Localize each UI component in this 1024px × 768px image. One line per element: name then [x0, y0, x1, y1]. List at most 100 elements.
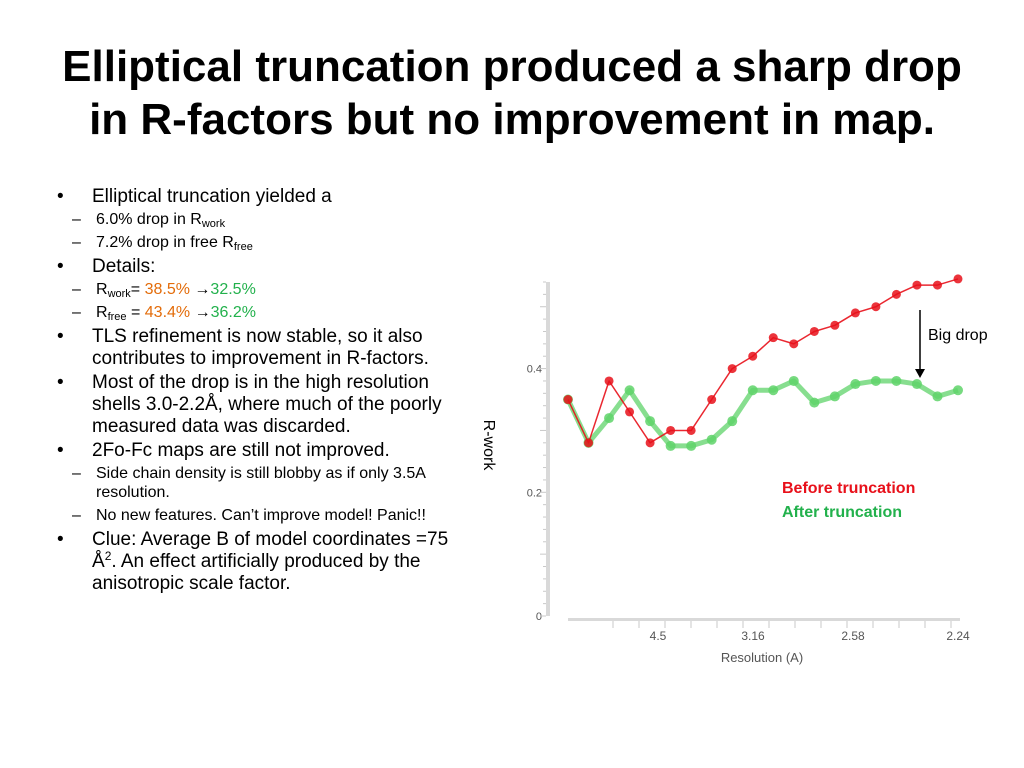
after-truncation-point: [911, 379, 922, 390]
before-truncation-point: [604, 376, 614, 386]
sub-bullet-side-chain: Side chain density is still blobby as if…: [50, 464, 470, 502]
y-tick-label: 0.2: [527, 487, 542, 499]
before-truncation-point: [912, 280, 922, 290]
before-truncation-point: [891, 289, 901, 299]
after-truncation-point: [727, 416, 738, 427]
sub-bullet-text: No new features. Can’t improve model! Pa…: [96, 507, 426, 524]
annotation-text: Big drop: [928, 327, 988, 344]
before-truncation-point: [707, 395, 717, 405]
before-truncation-point: [953, 274, 963, 284]
value-before: 38.5%: [144, 281, 190, 298]
before-truncation-point: [584, 438, 594, 448]
after-truncation-point: [829, 391, 840, 402]
before-truncation-point: [563, 395, 573, 405]
bullet-text: Details:: [92, 256, 156, 277]
arrow: →: [190, 304, 211, 321]
bullet-details: Details:: [50, 256, 470, 278]
equals-sign: =: [126, 304, 145, 321]
after-truncation-point: [809, 397, 820, 408]
subscript: free: [107, 311, 127, 323]
before-truncation-line: [567, 278, 959, 444]
x-tick-label: 3.16: [741, 629, 765, 643]
sub-bullet-rwork-values: Rwork= 38.5% →32.5%: [50, 280, 470, 300]
bullet-maps: 2Fo-Fc maps are still not improved.: [50, 440, 470, 462]
sub-bullet-list: Rwork= 38.5% →32.5% Rfree = 43.4% →36.2%: [50, 280, 470, 323]
after-truncation-point: [870, 375, 881, 386]
before-truncation-point: [830, 320, 840, 330]
after-truncation-point: [768, 385, 779, 396]
sub-bullet-no-features: No new features. Can’t improve model! Pa…: [50, 506, 470, 525]
bullet-text: TLS refinement is now stable, so it also…: [92, 326, 429, 369]
bullet-text: 2Fo-Fc maps are still not improved.: [92, 440, 390, 461]
bullet-text: Most of the drop is in the high resoluti…: [92, 372, 442, 437]
x-tick-label: 4.5: [650, 629, 667, 643]
sub-bullet-rfree-drop: 7.2% drop in free Rfree: [50, 233, 470, 253]
big-drop-annotation: Big drop: [915, 310, 988, 378]
arrow: →: [189, 281, 211, 298]
before-truncation-point: [809, 326, 819, 336]
before-truncation-point: [727, 364, 737, 374]
x-axis-label: Resolution (A): [721, 650, 803, 665]
value-after: 36.2%: [210, 304, 256, 321]
after-truncation-point: [788, 375, 799, 386]
x-tick-label: 2.24: [946, 629, 970, 643]
r-work-chart: 0 0.2 0.4 4.5 3.16 2.58 2.24 R-work Resolution…: [480, 274, 988, 665]
r-symbol: R: [96, 304, 108, 321]
before-truncation-point: [686, 425, 696, 435]
bullet-tls: TLS refinement is now stable, so it also…: [50, 326, 470, 370]
subscript: work: [107, 288, 131, 300]
after-truncation-point: [932, 391, 943, 402]
sub-bullet-rwork-drop: 6.0% drop in Rwork: [50, 210, 470, 230]
after-truncation-point: [891, 375, 902, 386]
sub-bullet-list: Side chain density is still blobby as if…: [50, 464, 470, 525]
bullet-drop-location: Most of the drop is in the high resoluti…: [50, 372, 470, 438]
before-truncation-point: [932, 280, 942, 290]
y-axis-label: R-work: [480, 420, 497, 472]
bullet-truncation-yield: Elliptical truncation yielded a: [50, 186, 470, 208]
before-truncation-point: [748, 351, 758, 361]
chart-axes: [546, 282, 960, 621]
bullet-list: Elliptical truncation yielded a 6.0% dro…: [50, 186, 470, 597]
after-truncation-point: [706, 434, 717, 445]
chart-ticks: 0 0.2 0.4 4.5 3.16 2.58 2.24: [527, 281, 970, 643]
sub-bullet-rfree-values: Rfree = 43.4% →36.2%: [50, 303, 470, 323]
after-truncation-point: [604, 413, 615, 424]
slide-title: Elliptical truncation produced a sharp d…: [20, 40, 1004, 146]
legend-before: Before truncation: [782, 480, 915, 497]
title-line-1: Elliptical truncation produced a sharp d…: [62, 42, 962, 91]
after-truncation-point: [747, 385, 758, 396]
subscript: free: [233, 241, 253, 253]
sub-bullet-text: Side chain density is still blobby as if…: [96, 465, 426, 501]
before-truncation-point: [850, 308, 860, 318]
title-line-2: in R-factors but no improvement in map.: [89, 95, 935, 144]
after-truncation-point: [850, 379, 861, 390]
r-symbol: R: [96, 281, 108, 298]
equals-sign: =: [130, 281, 145, 298]
sub-bullet-text: 6.0% drop in R: [96, 211, 202, 228]
legend: Before truncation After truncation: [782, 480, 915, 521]
before-truncation-point: [768, 333, 778, 343]
x-tick-label: 2.58: [841, 629, 865, 643]
bullet-text: Clue: Average B of model coordinates =75…: [92, 529, 449, 572]
before-truncation-point: [789, 339, 799, 349]
y-tick-label: 0: [536, 611, 542, 623]
after-truncation-point: [953, 385, 963, 396]
x-axis-line: [568, 618, 960, 621]
value-before: 43.4%: [144, 304, 191, 321]
sub-bullet-list: 6.0% drop in Rwork 7.2% drop in free Rfr…: [50, 210, 470, 253]
bullet-clue: Clue: Average B of model coordinates =75…: [50, 529, 470, 595]
chart-series: [563, 274, 963, 451]
superscript: 2: [104, 549, 112, 563]
after-truncation-point: [624, 385, 635, 396]
before-truncation-point: [871, 302, 881, 312]
legend-after: After truncation: [782, 504, 902, 521]
bullet-text-cont: . An effect artificially produced by the…: [92, 551, 421, 594]
after-truncation-point: [645, 416, 656, 427]
after-truncation-point: [686, 440, 697, 451]
before-truncation-point: [625, 407, 635, 417]
subscript: work: [201, 218, 226, 230]
before-truncation-point: [645, 438, 655, 448]
sub-bullet-text: 7.2% drop in free R: [96, 234, 234, 251]
before-truncation-point: [666, 425, 676, 435]
y-axis-line: [546, 282, 550, 616]
